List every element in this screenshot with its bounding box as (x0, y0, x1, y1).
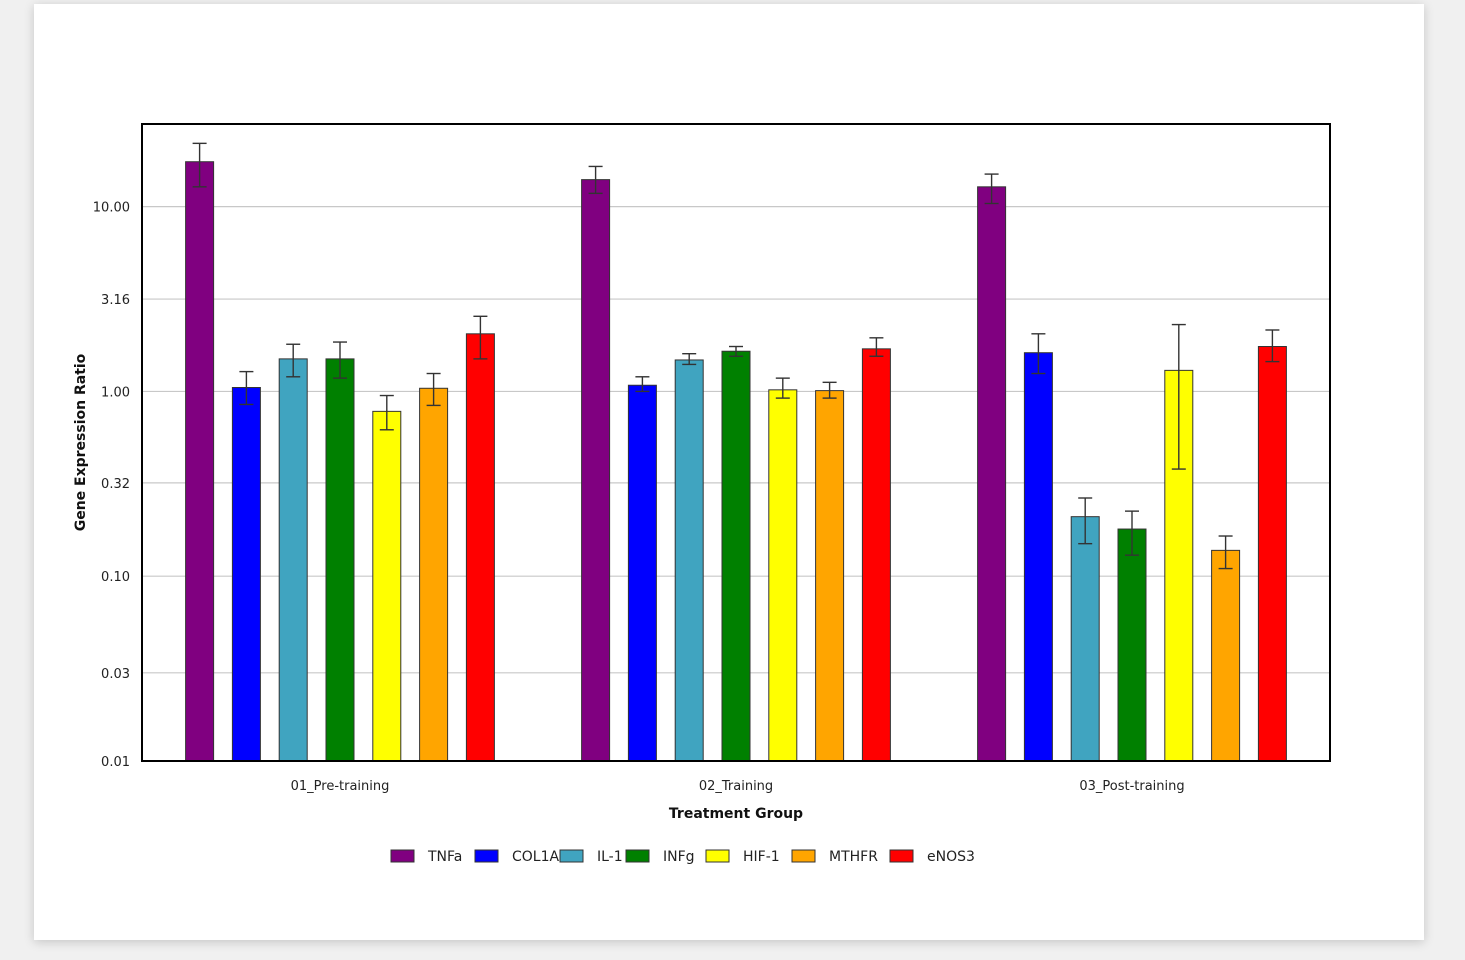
error-bar (729, 345, 743, 357)
bar-col1a1 (231, 387, 261, 762)
bar-chart: 0.01 0.03 0.10 0.32 1.00 3.16 10.00 01_Pre-tra… (73, 123, 1331, 865)
error-bar (775, 377, 790, 399)
legend-item: COL1A1 (474, 849, 568, 865)
y-tick-label: 0.01 (101, 755, 130, 770)
x-tick-label: 01_Pre-training (291, 779, 390, 794)
legend-label: HIF-1 (743, 849, 780, 865)
legend-swatch (625, 849, 650, 863)
bar-enos3 (1257, 346, 1287, 762)
x-tick-label: 02_Training (699, 779, 773, 794)
bar-infg (325, 358, 355, 762)
legend-label: COL1A1 (512, 849, 568, 865)
bar-tnfa (185, 161, 215, 762)
legend-item: HIF-1 (705, 849, 780, 865)
x-tick-label: 03_Post-training (1079, 779, 1184, 794)
error-bar (192, 142, 207, 188)
error-bar (1078, 497, 1093, 545)
bar-enos3 (465, 333, 495, 762)
error-bar (682, 353, 697, 366)
legend-swatch (791, 849, 816, 863)
bar-hif-1 (372, 410, 402, 762)
bar-tnfa (581, 179, 611, 762)
legend-label: TNFa (427, 849, 462, 865)
error-bar (239, 370, 254, 406)
legend-label: eNOS3 (927, 849, 975, 865)
bar-enos3 (861, 348, 891, 762)
legend-swatch (559, 849, 584, 863)
bar-il-1 (278, 358, 308, 762)
bar-tnfa (977, 186, 1007, 762)
plot-area-border (141, 123, 1331, 762)
y-tick-label: 3.16 (101, 293, 130, 308)
legend-label: INFg (663, 849, 695, 865)
error-bar (869, 337, 884, 357)
bars (185, 161, 1287, 762)
y-tick-label: 0.10 (101, 570, 130, 585)
legend-swatch (474, 849, 499, 863)
error-bar (1125, 510, 1139, 556)
legend-swatch (390, 849, 415, 863)
error-bar (822, 381, 837, 399)
error-bar (1218, 535, 1233, 570)
legend-label: MTHFR (829, 849, 878, 865)
legend-label: IL-1 (597, 849, 623, 865)
error-bars (192, 142, 1280, 570)
y-axis-title: Gene Expression Ratio (73, 353, 89, 531)
bar-mthfr (1211, 549, 1241, 762)
bar-infg (721, 350, 751, 762)
legend-item: eNOS3 (889, 849, 975, 865)
legend-swatch (705, 849, 730, 863)
y-tick-label: 1.00 (101, 385, 130, 400)
error-bar (635, 376, 650, 393)
error-bar (473, 315, 488, 360)
legend-item: INFg (625, 849, 695, 865)
y-axis-tick-labels: 0.01 0.03 0.10 0.32 1.00 3.16 10.00 (93, 201, 130, 770)
bar-il-1 (674, 359, 704, 762)
error-bar (1171, 323, 1186, 470)
error-bar (286, 343, 301, 378)
legend-item: IL-1 (559, 849, 623, 865)
error-bar (426, 372, 441, 407)
bar-mthfr (815, 390, 845, 762)
legend-swatch (889, 849, 914, 863)
bar-col1a1 (627, 384, 657, 762)
bar-infg (1117, 528, 1147, 762)
y-tick-label: 0.32 (101, 477, 130, 492)
bar-hif-1 (768, 389, 798, 762)
legend: TNFa COL1A1 IL-1 INFg HIF-1 MTHFR eNOS3 (390, 849, 975, 865)
bar-il-1 (1070, 516, 1100, 762)
chart-card: 0.01 0.03 0.10 0.32 1.00 3.16 10.00 01_Pre-tra… (34, 4, 1424, 940)
bar-mthfr (419, 387, 449, 762)
legend-item: TNFa (390, 849, 462, 865)
y-tick-label: 0.03 (101, 667, 130, 682)
bar-col1a1 (1023, 352, 1053, 762)
error-bar (588, 165, 603, 195)
legend-item: MTHFR (791, 849, 878, 865)
error-bar (984, 173, 999, 205)
x-axis-title: Treatment Group (669, 806, 803, 822)
error-bar (333, 341, 347, 379)
x-axis-tick-labels: 01_Pre-training 02_Training 03_Post-traini… (291, 779, 1185, 794)
y-tick-label: 10.00 (93, 201, 130, 216)
error-bar (1265, 329, 1280, 363)
error-bar (1031, 333, 1046, 375)
error-bar (379, 394, 394, 431)
